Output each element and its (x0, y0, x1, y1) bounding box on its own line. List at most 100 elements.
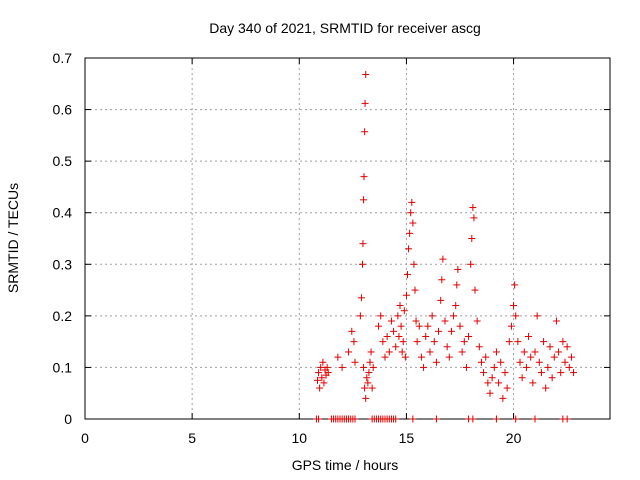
data-point (361, 99, 369, 107)
data-point (392, 343, 400, 351)
data-point (438, 276, 446, 284)
data-point (460, 338, 468, 346)
y-tick-label: 0.6 (53, 102, 73, 118)
data-point (377, 312, 385, 320)
data-point (365, 369, 373, 377)
data-point (405, 245, 413, 253)
data-point (406, 229, 414, 237)
data-point (518, 374, 526, 382)
data-point (387, 317, 395, 325)
data-point (552, 317, 560, 325)
data-point (544, 363, 552, 371)
data-point (490, 363, 498, 371)
data-point (432, 358, 440, 366)
y-tick-label: 0.2 (53, 308, 73, 324)
y-tick-label: 0 (64, 411, 72, 427)
data-point (401, 353, 409, 361)
data-point (400, 307, 408, 315)
data-point (531, 348, 539, 356)
data-point (361, 384, 369, 392)
y-tick-label: 0.5 (53, 153, 73, 169)
data-point (430, 338, 438, 346)
data-point (428, 312, 436, 320)
data-point (514, 338, 522, 346)
data-point (420, 363, 428, 371)
data-point (367, 348, 375, 356)
x-tick-label: 5 (188, 430, 196, 446)
data-point (356, 312, 364, 320)
data-point (363, 374, 371, 382)
data-point (441, 317, 449, 325)
data-point (458, 348, 466, 356)
data-point (351, 415, 359, 423)
data-point (399, 338, 407, 346)
ticks: 0 0.1 0.2 0.3 0.4 0.5 0.6 0.7 0 5 10 15 20 (53, 50, 610, 446)
data-point (348, 327, 356, 335)
data-point (462, 363, 470, 371)
x-tick-label: 10 (291, 430, 307, 446)
data-point (516, 358, 524, 366)
data-point (555, 348, 563, 356)
data-point (359, 260, 366, 268)
data-point (473, 317, 481, 325)
data-point (563, 415, 571, 423)
y-tick-label: 0.3 (53, 256, 73, 272)
x-tick-label: 0 (81, 430, 89, 446)
data-point (563, 343, 571, 351)
data-point (408, 198, 416, 206)
data-point (320, 379, 328, 387)
data-point (477, 358, 485, 366)
y-tick-label: 0.4 (53, 205, 73, 221)
data-point (315, 369, 323, 377)
data-point (557, 369, 565, 377)
data-point (396, 302, 404, 310)
data-point (535, 358, 543, 366)
data-point (385, 348, 393, 356)
data-point (550, 353, 558, 361)
data-point (471, 286, 479, 294)
x-tick-label: 15 (399, 430, 415, 446)
data-point (486, 389, 494, 397)
data-point (351, 358, 359, 366)
data-point (368, 384, 376, 392)
data-point (362, 71, 370, 79)
data-point (475, 343, 483, 351)
data-point (529, 379, 537, 387)
data-point (417, 353, 425, 361)
data-point (470, 214, 478, 222)
data-point (383, 332, 391, 340)
data-point (394, 312, 402, 320)
data-point (381, 353, 389, 361)
y-tick-label: 0.1 (53, 359, 73, 375)
data-point (488, 374, 496, 382)
data-point (561, 358, 569, 366)
data-point (456, 322, 464, 330)
data-point (537, 369, 545, 377)
data-point (334, 353, 342, 361)
data-point (505, 338, 513, 346)
x-axis-label: GPS time / hours (292, 457, 399, 473)
data-point (402, 291, 410, 299)
data-point (565, 363, 573, 371)
data-point (567, 353, 575, 361)
data-point (510, 302, 518, 310)
data-point (507, 322, 515, 330)
y-axis-label: SRMTID / TECUs (5, 183, 21, 293)
data-point (366, 358, 374, 366)
data-points (312, 71, 578, 423)
plot-frame (84, 57, 611, 420)
data-point (319, 358, 327, 366)
data-point (409, 219, 417, 227)
data-point (531, 415, 539, 423)
data-point (467, 260, 475, 268)
data-point (324, 369, 332, 377)
data-point (409, 415, 417, 423)
x-tick-label: 20 (506, 430, 522, 446)
data-point (338, 363, 346, 371)
data-point (439, 255, 447, 263)
data-point (447, 327, 455, 335)
data-point (350, 338, 358, 346)
y-tick-label: 0.7 (53, 50, 73, 66)
data-point (323, 363, 331, 371)
data-point (546, 343, 554, 351)
